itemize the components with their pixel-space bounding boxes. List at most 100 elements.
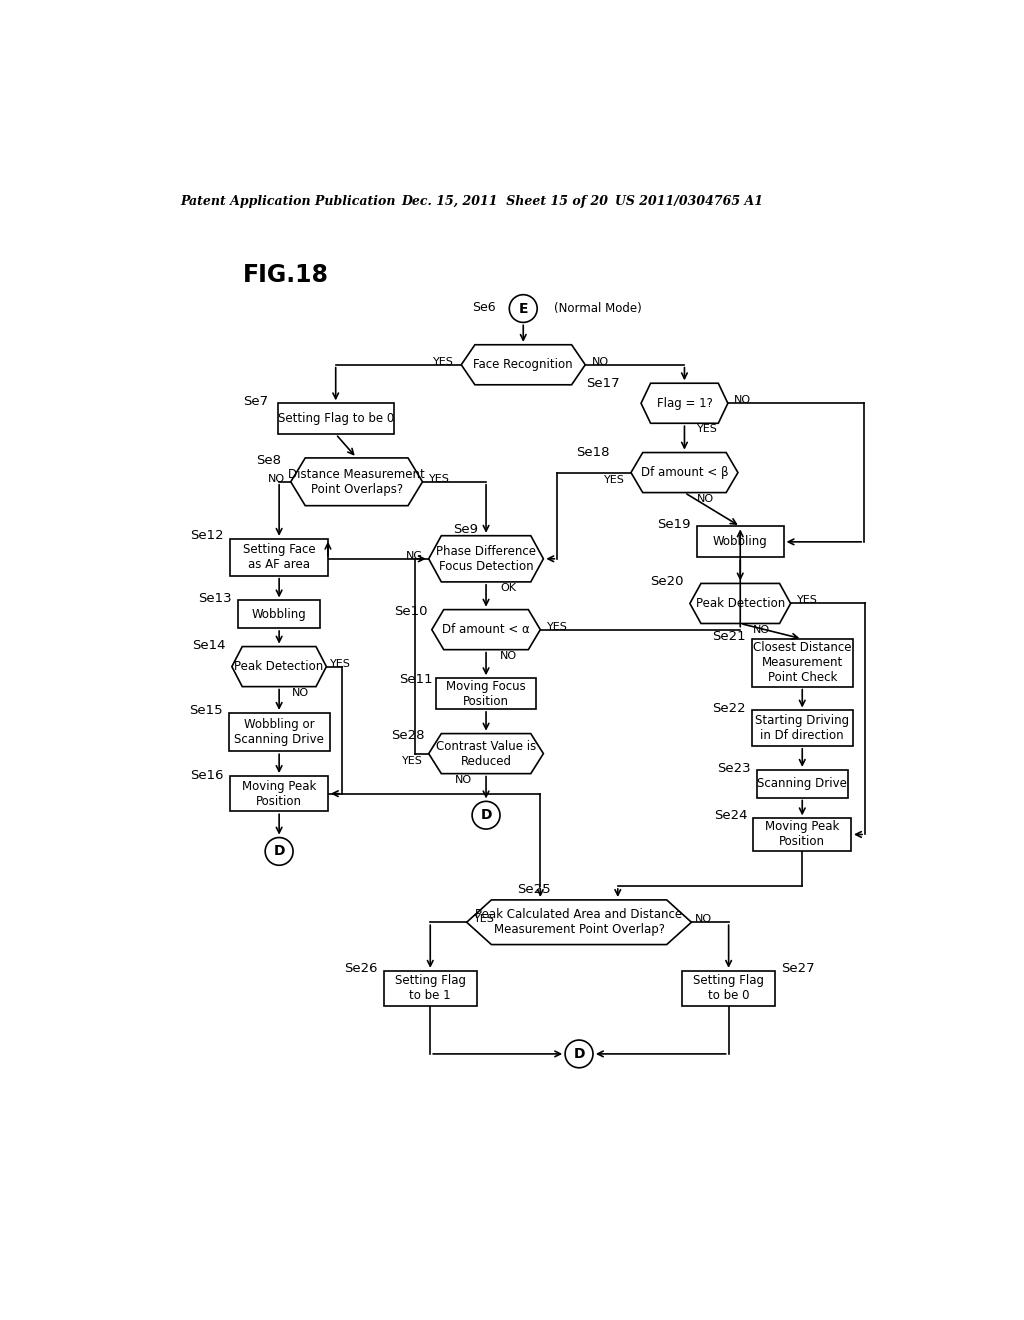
Text: YES: YES: [797, 595, 818, 606]
Text: YES: YES: [697, 425, 718, 434]
Polygon shape: [231, 647, 327, 686]
Text: (Normal Mode): (Normal Mode): [554, 302, 642, 315]
Text: YES: YES: [401, 756, 423, 767]
Text: Se27: Se27: [781, 962, 815, 975]
Text: Setting Flag to be 0: Setting Flag to be 0: [278, 412, 394, 425]
Circle shape: [472, 801, 500, 829]
FancyBboxPatch shape: [752, 639, 853, 686]
Text: Phase Difference
Focus Detection: Phase Difference Focus Detection: [436, 545, 536, 573]
Text: Df amount < α: Df amount < α: [442, 623, 530, 636]
Text: Peak Detection: Peak Detection: [695, 597, 784, 610]
FancyBboxPatch shape: [239, 601, 319, 628]
Text: Wobbling: Wobbling: [713, 536, 768, 548]
Polygon shape: [429, 536, 544, 582]
Text: Distance Measurement
Point Overlaps?: Distance Measurement Point Overlaps?: [288, 467, 425, 496]
Text: Se25: Se25: [517, 883, 551, 896]
Text: Setting Flag
to be 0: Setting Flag to be 0: [693, 974, 764, 1002]
FancyBboxPatch shape: [384, 970, 477, 1006]
Text: Starting Driving
in Df direction: Starting Driving in Df direction: [755, 714, 849, 742]
Text: YES: YES: [429, 474, 450, 483]
Text: NO: NO: [292, 688, 308, 698]
Text: Se18: Se18: [575, 446, 609, 459]
FancyBboxPatch shape: [228, 713, 330, 751]
FancyBboxPatch shape: [754, 818, 851, 850]
FancyBboxPatch shape: [230, 539, 328, 576]
Text: YES: YES: [547, 622, 567, 631]
Text: YES: YES: [432, 356, 454, 367]
Text: Se28: Se28: [391, 729, 425, 742]
Text: Se12: Se12: [190, 529, 224, 543]
FancyBboxPatch shape: [230, 776, 328, 812]
FancyBboxPatch shape: [278, 404, 394, 434]
Text: US 2011/0304765 A1: US 2011/0304765 A1: [614, 195, 763, 209]
Text: Wobbling or
Scanning Drive: Wobbling or Scanning Drive: [234, 718, 324, 746]
Text: Se23: Se23: [717, 762, 751, 775]
Text: D: D: [573, 1047, 585, 1061]
Text: Contrast Value is
Reduced: Contrast Value is Reduced: [436, 739, 537, 768]
Text: Se20: Se20: [650, 576, 684, 589]
Text: NO: NO: [455, 775, 472, 785]
FancyBboxPatch shape: [757, 770, 848, 797]
Text: YES: YES: [474, 915, 496, 924]
Text: D: D: [480, 808, 492, 822]
Text: E: E: [518, 301, 528, 315]
Text: Setting Face
as AF area: Setting Face as AF area: [243, 544, 315, 572]
Text: NO: NO: [592, 356, 608, 367]
Text: Peak Calculated Area and Distance
Measurement Point Overlap?: Peak Calculated Area and Distance Measur…: [475, 908, 683, 936]
FancyBboxPatch shape: [697, 527, 783, 557]
Text: NO: NO: [695, 915, 713, 924]
Text: YES: YES: [604, 475, 625, 486]
Text: NG: NG: [406, 550, 423, 561]
Text: Se15: Se15: [188, 704, 222, 717]
Text: Se11: Se11: [399, 673, 432, 686]
Text: Closest Distance
Measurement
Point Check: Closest Distance Measurement Point Check: [753, 642, 852, 684]
Text: Se22: Se22: [712, 702, 745, 714]
FancyBboxPatch shape: [436, 678, 536, 709]
Text: Se24: Se24: [714, 809, 748, 822]
Polygon shape: [641, 383, 728, 424]
Text: FIG.18: FIG.18: [243, 264, 329, 288]
Text: NO: NO: [267, 474, 285, 483]
Text: Moving Focus
Position: Moving Focus Position: [446, 680, 526, 708]
Text: Se9: Se9: [454, 523, 478, 536]
Text: Se16: Se16: [190, 768, 224, 781]
Text: Se19: Se19: [657, 519, 690, 532]
Text: D: D: [273, 845, 285, 858]
Text: Moving Peak
Position: Moving Peak Position: [765, 821, 840, 849]
Text: Se26: Se26: [344, 962, 378, 975]
Text: NO: NO: [753, 624, 770, 635]
Text: Scanning Drive: Scanning Drive: [758, 777, 847, 791]
Text: Flag = 1?: Flag = 1?: [656, 397, 713, 409]
FancyBboxPatch shape: [752, 710, 853, 746]
Text: Se21: Se21: [712, 630, 745, 643]
Text: Face Recognition: Face Recognition: [473, 358, 573, 371]
Text: Se8: Se8: [256, 454, 282, 467]
Text: Setting Flag
to be 1: Setting Flag to be 1: [394, 974, 466, 1002]
Circle shape: [265, 837, 293, 866]
Circle shape: [509, 294, 538, 322]
Polygon shape: [432, 610, 541, 649]
Polygon shape: [429, 734, 544, 774]
Polygon shape: [461, 345, 586, 385]
Text: Peak Detection: Peak Detection: [234, 660, 324, 673]
Polygon shape: [291, 458, 423, 506]
Text: OK: OK: [500, 583, 516, 593]
Text: Patent Application Publication: Patent Application Publication: [180, 195, 396, 209]
Polygon shape: [631, 453, 738, 492]
Text: Se14: Se14: [193, 639, 225, 652]
Text: Se13: Se13: [199, 593, 232, 606]
Text: Moving Peak
Position: Moving Peak Position: [242, 780, 316, 808]
Polygon shape: [467, 900, 691, 945]
Text: NO: NO: [697, 494, 714, 504]
Circle shape: [565, 1040, 593, 1068]
Text: Df amount < β: Df amount < β: [641, 466, 728, 479]
Text: Se7: Se7: [243, 395, 268, 408]
Polygon shape: [690, 583, 791, 623]
Text: NO: NO: [734, 395, 752, 405]
Text: Wobbling: Wobbling: [252, 607, 306, 620]
Text: Se17: Se17: [586, 376, 620, 389]
Text: NO: NO: [500, 651, 517, 661]
Text: Dec. 15, 2011  Sheet 15 of 20: Dec. 15, 2011 Sheet 15 of 20: [400, 195, 608, 209]
FancyBboxPatch shape: [682, 970, 775, 1006]
Text: Se10: Se10: [394, 605, 428, 618]
